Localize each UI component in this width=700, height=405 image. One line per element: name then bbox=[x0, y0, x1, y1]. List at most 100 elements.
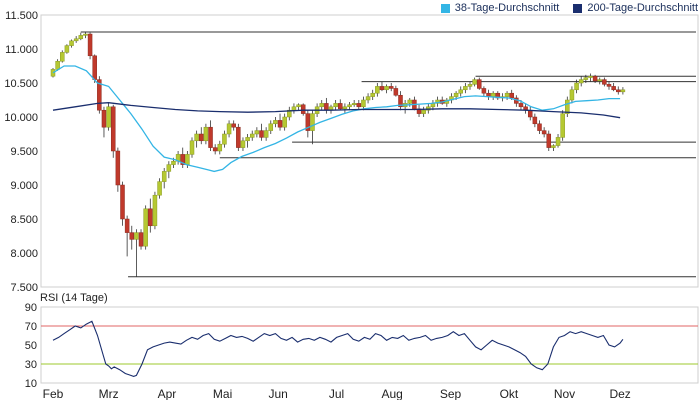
candle-body bbox=[148, 208, 153, 227]
candle-body bbox=[574, 82, 579, 91]
y-tick-label: 11.000 bbox=[5, 44, 38, 56]
candle-body bbox=[453, 92, 459, 97]
legend-label-200: 200-Tage-Durchschnitt bbox=[587, 2, 698, 14]
candle-body bbox=[477, 79, 482, 89]
candle-body bbox=[310, 113, 315, 131]
rsi-y-tick-label: 90 bbox=[25, 302, 37, 314]
candle-body bbox=[300, 104, 306, 114]
y-tick-label: 8.500 bbox=[10, 214, 38, 226]
candle-body bbox=[282, 116, 287, 128]
candle-body bbox=[541, 130, 547, 135]
candle-body bbox=[129, 232, 135, 240]
rsi-plot-frame bbox=[40, 306, 699, 384]
x-tick-label: Sep bbox=[440, 387, 462, 400]
candle-body bbox=[97, 79, 102, 111]
candle-body bbox=[291, 106, 297, 111]
candle-body bbox=[616, 89, 621, 93]
ma-38-line bbox=[52, 65, 621, 173]
candle-body bbox=[194, 133, 199, 142]
candle-body bbox=[60, 52, 65, 62]
legend-item-38: 38-Tage-Durchschnitt bbox=[440, 2, 560, 14]
x-tick-label: Jun bbox=[269, 387, 288, 400]
candle-body bbox=[384, 86, 389, 91]
candle-body bbox=[134, 232, 139, 240]
candle-body bbox=[578, 79, 584, 84]
candle-body bbox=[490, 92, 496, 97]
candle-body bbox=[231, 123, 236, 128]
legend-label-38: 38-Tage-Durchschnitt bbox=[454, 2, 560, 14]
candle-body bbox=[166, 164, 172, 172]
candle-body bbox=[338, 103, 343, 110]
candle-body bbox=[124, 218, 130, 233]
x-tick-label: Mai bbox=[213, 387, 232, 400]
candle-body bbox=[143, 208, 148, 247]
candle-body bbox=[560, 113, 565, 138]
candle-body bbox=[555, 137, 561, 146]
candle-body bbox=[259, 130, 264, 138]
main-plot-frame bbox=[40, 14, 699, 288]
x-tick-label: Apr bbox=[158, 387, 177, 400]
candle-body bbox=[398, 94, 403, 108]
candle-body bbox=[203, 126, 209, 142]
y-tick-label: 9.500 bbox=[10, 146, 38, 158]
candle-body bbox=[347, 104, 352, 108]
candle-body bbox=[180, 154, 185, 165]
candle-body bbox=[551, 145, 556, 148]
x-tick-label: Okt bbox=[500, 387, 519, 400]
candle-body bbox=[495, 92, 501, 99]
candle-body bbox=[333, 103, 338, 108]
candle-body bbox=[171, 160, 176, 165]
candle-body bbox=[138, 232, 144, 247]
candle-body bbox=[583, 77, 589, 80]
candle-body bbox=[319, 103, 324, 108]
candle-body bbox=[565, 99, 570, 114]
x-tick-label: Jul bbox=[329, 387, 344, 400]
candle-body bbox=[240, 140, 246, 148]
y-tick-label: 10.500 bbox=[4, 78, 38, 90]
candle-body bbox=[245, 137, 250, 142]
candle-body bbox=[226, 123, 232, 135]
candle-body bbox=[73, 38, 79, 42]
candle-body bbox=[263, 130, 269, 138]
candle-body bbox=[588, 75, 593, 78]
rsi-title: RSI (14 Tage) bbox=[40, 292, 108, 304]
candle-body bbox=[546, 133, 552, 148]
y-tick-label: 11.500 bbox=[5, 10, 38, 22]
candle-body bbox=[110, 106, 116, 152]
candle-body bbox=[569, 89, 575, 101]
candle-body bbox=[83, 33, 88, 36]
candle-body bbox=[106, 106, 111, 128]
candle-body bbox=[393, 88, 399, 96]
candle-body bbox=[592, 75, 598, 82]
ma-200-line bbox=[52, 102, 621, 119]
y-tick-label: 7.500 bbox=[10, 282, 38, 294]
candle-body bbox=[379, 86, 385, 91]
candle-body bbox=[421, 109, 426, 114]
candle-body bbox=[407, 99, 413, 104]
candle-body bbox=[532, 116, 538, 125]
candle-body bbox=[222, 133, 227, 145]
y-tick-label: 8.000 bbox=[10, 248, 38, 260]
candle-body bbox=[527, 109, 533, 118]
candle-body bbox=[611, 86, 616, 91]
candle-body bbox=[472, 79, 477, 85]
candle-body bbox=[115, 150, 121, 186]
candle-body bbox=[212, 147, 218, 152]
candle-body bbox=[305, 113, 311, 131]
candle-body bbox=[606, 84, 612, 87]
candle-body bbox=[236, 126, 241, 148]
y-tick-label: 9.000 bbox=[10, 180, 38, 192]
candle-body bbox=[324, 103, 329, 111]
candle-body bbox=[361, 99, 366, 108]
candle-body bbox=[602, 79, 607, 85]
rsi-y-tick-label: 70 bbox=[25, 321, 37, 333]
candle-body bbox=[69, 40, 74, 46]
candle-body bbox=[152, 194, 158, 227]
candle-body bbox=[458, 89, 463, 94]
candle-body bbox=[463, 86, 468, 91]
candle-body bbox=[277, 120, 283, 128]
candle-body bbox=[208, 126, 213, 148]
candle-body bbox=[87, 33, 93, 57]
candle-body bbox=[370, 92, 375, 97]
